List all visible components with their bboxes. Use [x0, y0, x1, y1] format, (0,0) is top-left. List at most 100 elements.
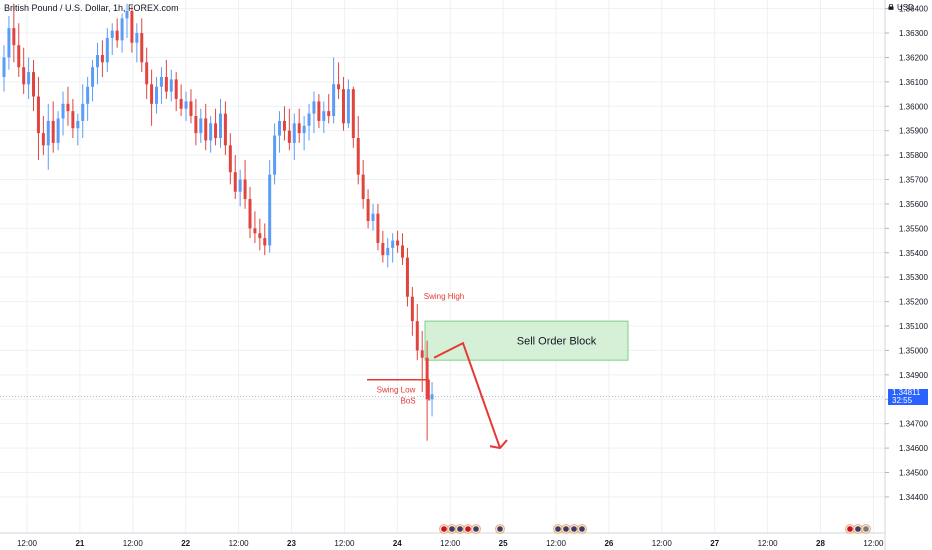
swing-low-label: Swing Low	[377, 386, 416, 395]
candle	[297, 108, 301, 143]
candle-body	[287, 130, 291, 143]
currency-label[interactable]: USD	[897, 3, 914, 12]
flag-us-icon[interactable]	[569, 524, 579, 534]
time-tick-label: 12:00	[758, 539, 779, 548]
candle	[135, 23, 139, 63]
candle	[204, 103, 208, 151]
candle-body	[81, 103, 85, 121]
candle	[317, 94, 321, 129]
price-axis[interactable]: 1.36400 1.36300 1.36200 1.36100 1.36000 1.359…	[884, 0, 928, 550]
candle-body	[273, 135, 277, 175]
candle-body	[164, 76, 168, 92]
price-tick-label: 1.35900	[899, 127, 928, 136]
candle-body	[396, 240, 400, 246]
candle	[346, 79, 350, 129]
time-tick-label: 12:00	[229, 539, 250, 548]
candle	[410, 286, 414, 336]
price-tick-label: 1.35100	[899, 322, 928, 331]
candle	[228, 133, 232, 185]
time-tick-label: 12:00	[546, 539, 567, 548]
candle	[164, 59, 168, 99]
candle	[322, 101, 326, 134]
candle-body	[356, 138, 360, 175]
candle	[371, 203, 375, 231]
candle-body	[12, 28, 16, 46]
candle	[184, 91, 188, 121]
candle	[218, 98, 222, 148]
lock-icon[interactable]	[888, 4, 894, 10]
candle-body	[218, 113, 222, 139]
flag-us-icon[interactable]	[447, 524, 457, 534]
candle	[179, 84, 183, 117]
price-tick-label: 1.35800	[899, 151, 928, 160]
candle	[258, 218, 262, 251]
candle	[2, 45, 6, 92]
candle-body	[341, 89, 345, 124]
candle-body	[36, 96, 40, 134]
swing-high-label: Swing High	[424, 292, 464, 301]
time-axis[interactable]: 12:00 21 12:00 22 12:00 23 12:00 24 12:00 25 12:00…	[0, 532, 885, 548]
candle-body	[223, 113, 227, 146]
candle-body	[95, 54, 99, 68]
price-tick-label: 1.35500	[899, 224, 928, 233]
candle-body	[130, 11, 134, 43]
projection-arrowhead	[489, 439, 508, 450]
candle	[95, 42, 99, 85]
candle	[76, 113, 80, 146]
time-tick-label: 12:00	[863, 539, 884, 548]
candle-body	[425, 357, 429, 400]
candle-body	[430, 394, 434, 400]
candle	[169, 69, 173, 102]
candle	[278, 111, 282, 153]
flag-us-icon[interactable]	[495, 524, 505, 534]
time-tick-label: 24	[393, 539, 402, 548]
candle	[425, 340, 429, 441]
candle-body	[258, 233, 262, 239]
flag-core	[579, 526, 585, 532]
sell-order-block-label: Sell Order Block	[517, 336, 597, 348]
time-tick-label: 12:00	[17, 539, 38, 548]
candle-body	[405, 257, 409, 297]
price-tick-label: 1.35400	[899, 249, 928, 258]
time-tick-label: 28	[816, 539, 825, 548]
candle	[140, 18, 144, 73]
projection-arrow	[433, 341, 501, 449]
candle-body	[189, 101, 193, 117]
candle-body	[91, 67, 95, 87]
candle	[327, 94, 331, 124]
candle	[332, 57, 336, 124]
chart-title: British Pound / U.S. Dollar, 1h, FOREX.c…	[4, 3, 179, 13]
candle	[199, 108, 203, 143]
candle-body	[282, 120, 286, 131]
grid	[0, 0, 885, 533]
candle-body	[376, 213, 380, 243]
candle	[159, 67, 163, 104]
price-tick-label: 1.36400	[899, 5, 928, 14]
flag-us-icon[interactable]	[471, 524, 481, 534]
time-tick-label: 22	[181, 539, 190, 548]
flag-us-icon[interactable]	[577, 524, 587, 534]
candle-body	[238, 179, 242, 192]
flag-us-icon[interactable]	[561, 524, 571, 534]
event-flags[interactable]	[439, 524, 871, 534]
candle-body	[2, 57, 6, 77]
flag-us-icon[interactable]	[853, 524, 863, 534]
candle	[312, 91, 316, 134]
candle-body	[337, 84, 341, 90]
candle	[130, 6, 134, 53]
candle-body	[150, 84, 154, 104]
annotations: Swing High Swing Low BoS	[367, 292, 508, 450]
candle	[41, 116, 45, 156]
candle-body	[145, 62, 149, 85]
candle-body	[332, 84, 336, 117]
candle	[22, 47, 26, 95]
candle	[248, 186, 252, 239]
candle	[273, 123, 277, 185]
candle	[337, 62, 341, 99]
flag-more-icon[interactable]	[861, 524, 871, 534]
flag-gb-icon[interactable]	[463, 524, 473, 534]
price-tick-label: 1.36100	[899, 78, 928, 87]
flag-core	[457, 526, 463, 532]
candle-body	[307, 113, 311, 126]
